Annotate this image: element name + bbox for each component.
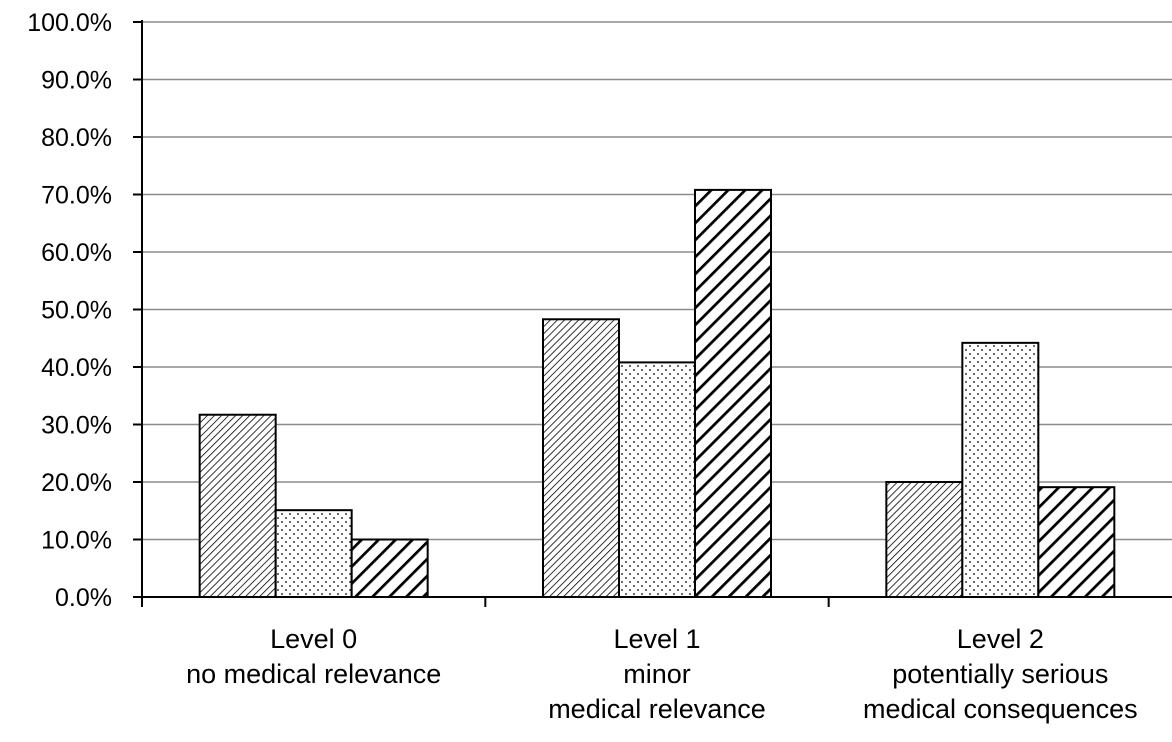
bar (542, 318, 620, 598)
axis-labels: 0.0% 10.0% 20.0% 30.0% 40.0% 50.0% 60.0% 70.0% 8… (27, 9, 1137, 724)
x-category-label: minor (623, 659, 691, 689)
y-tick-label: 60.0% (41, 239, 112, 267)
y-tick-label: 70.0% (41, 182, 112, 210)
y-tick-label: 0.0% (55, 584, 112, 612)
gridlines (142, 21, 1172, 541)
bar (350, 538, 429, 598)
y-tick-label: 30.0% (41, 412, 112, 440)
x-category-label: potentially serious (892, 659, 1108, 689)
bar (274, 509, 353, 598)
x-category-label: Level 2 (957, 624, 1044, 654)
x-category-label: medical relevance (548, 694, 766, 724)
y-tick-label: 20.0% (41, 469, 112, 497)
x-category-label: Level 0 (270, 624, 357, 654)
y-tick-label: 10.0% (41, 527, 112, 555)
x-category-label: Level 1 (613, 624, 700, 654)
x-category-label: medical consequences (863, 694, 1138, 724)
x-category-label: no medical relevance (186, 659, 441, 689)
bar (885, 481, 964, 598)
bar (1037, 486, 1116, 598)
y-tick-label: 40.0% (41, 354, 112, 382)
axes (133, 20, 1172, 607)
bar (618, 361, 696, 598)
bar (198, 413, 277, 598)
y-tick-label: 90.0% (41, 67, 112, 95)
y-tick-label: 100.0% (27, 9, 112, 37)
y-tick-label: 80.0% (41, 124, 112, 152)
y-tick-label: 50.0% (41, 297, 112, 325)
bars (198, 188, 1116, 598)
bar (694, 188, 772, 598)
bar (961, 341, 1040, 598)
